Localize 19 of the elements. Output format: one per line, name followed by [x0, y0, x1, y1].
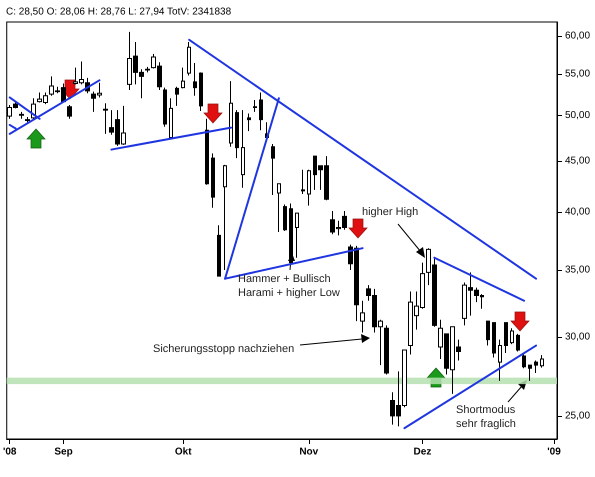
annotation: Sicherungsstopp nachziehen: [153, 343, 294, 355]
x-tick-label: Sep: [54, 446, 73, 458]
annotation: higher High: [362, 206, 418, 218]
annotation: Hammer + Bullisch Harami + higher Low: [238, 273, 340, 299]
y-tick-label: 30,00: [565, 331, 590, 342]
x-tick-label: '08: [2, 446, 17, 458]
x-tick-label: Okt: [174, 446, 192, 458]
x-tick-label: Nov: [299, 446, 319, 458]
y-tick-label: 60,00: [565, 30, 590, 42]
x-tick-label: '09: [547, 446, 562, 458]
y-tick-label: 55,00: [565, 68, 590, 80]
y-tick-label: 35,00: [565, 264, 590, 276]
y-tick-label: 40,00: [565, 206, 590, 218]
y-tick-label: 25,00: [565, 410, 590, 422]
annotation: Shortmodus sehr fraglich: [456, 404, 518, 430]
y-tick-label: 50,00: [565, 110, 590, 121]
chart-title: C: 28,50 O: 28,06 H: 28,76 L: 27,94 TotV: 2341838: [6, 6, 232, 18]
x-tick-label: Dez: [414, 446, 432, 458]
y-tick-label: 45,00: [565, 155, 590, 166]
